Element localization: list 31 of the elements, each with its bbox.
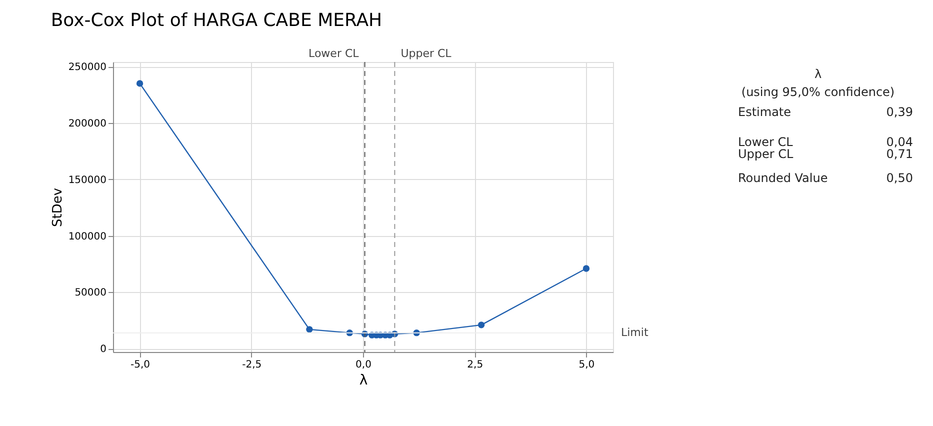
x-tick-label: -5,0 <box>130 360 150 370</box>
y-axis-title: StDev <box>50 188 66 228</box>
y-tick-label: 100000 <box>68 231 106 242</box>
text: λ <box>814 67 822 81</box>
x-axis-title: λ <box>359 372 368 388</box>
text: 0,71 <box>886 147 913 161</box>
x-tick-label: 2,5 <box>467 360 484 370</box>
text: (using 95,0% confidence) <box>741 85 895 99</box>
x-tick-label: -2,5 <box>242 360 262 370</box>
y-tick-label: 0 <box>100 344 106 356</box>
ref-line-label: Limit <box>621 326 649 339</box>
x-tick-label: 5,0 <box>578 360 595 370</box>
point <box>136 80 144 87</box>
text: Lower CL <box>738 135 794 149</box>
text: 0,04 <box>886 135 913 149</box>
ref-line-label: Lower CL <box>308 47 360 60</box>
ref-line-label: Upper CL <box>400 47 452 60</box>
text: Estimate <box>738 105 792 119</box>
y-tick-label: 200000 <box>68 118 106 130</box>
point <box>582 265 590 272</box>
y-tick-label: 150000 <box>68 174 106 186</box>
text: Upper CL <box>738 147 794 161</box>
x-tick-label: 0,0 <box>356 360 372 370</box>
text: Rounded Value <box>738 171 828 185</box>
text: 0,39 <box>886 105 913 119</box>
chart-title: Box-Cox Plot of HARGA CABE MERAH <box>50 10 382 31</box>
y-tick-label: 50000 <box>74 288 106 299</box>
y-tick-label: 250000 <box>68 62 106 74</box>
text: 0,50 <box>886 171 913 185</box>
point <box>478 322 485 328</box>
point <box>306 326 313 333</box>
